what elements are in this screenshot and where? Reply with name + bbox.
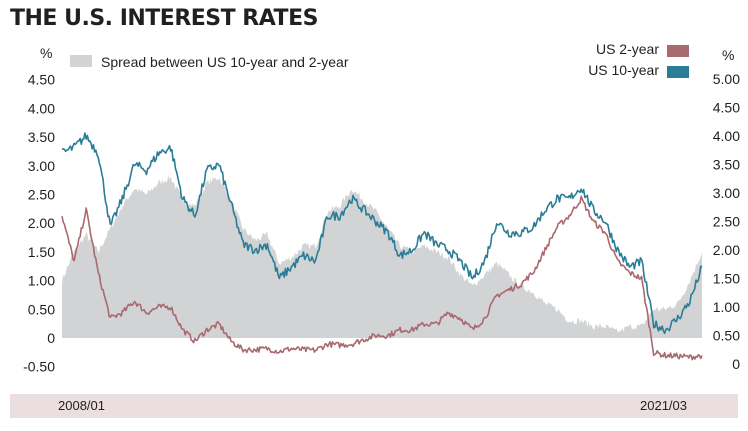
x-start-label: 2008/01 [58,398,105,413]
legend: Spread between US 10-year and 2-year US … [70,41,689,78]
left-tick-label: 2.50 [28,187,55,203]
x-end-label: 2021/03 [640,398,687,413]
right-tick-label: 4.00 [713,128,740,144]
series-area-spread [62,175,702,338]
left-tick-label: 1.00 [28,273,55,289]
left-axis-unit: % [40,45,52,61]
legend-swatch-us10y [667,66,689,78]
right-tick-label: 3.00 [713,185,740,201]
series-line-us2y [61,195,703,361]
legend-swatch-spread [70,55,92,67]
left-tick-label: 4.00 [28,100,55,116]
left-tick-label: 2.00 [28,215,55,231]
legend-swatch-us2y [667,45,689,57]
x-axis-footer-band [10,394,738,418]
right-tick-label: 1.00 [713,299,740,315]
left-tick-label: 0 [47,330,55,346]
right-axis-unit: % [722,47,734,63]
spread-area-layer [62,175,702,338]
right-tick-label: 1.50 [713,271,740,287]
page-title: THE U.S. INTEREST RATES [10,6,318,31]
right-tick-label: 5.00 [713,71,740,87]
right-tick-label: 2.00 [713,242,740,258]
left-tick-label: -0.50 [23,359,55,375]
right-tick-label: 3.50 [713,157,740,173]
left-tick-label: 1.50 [28,244,55,260]
legend-label-spread: Spread between US 10-year and 2-year [101,54,349,70]
series-line-us10y [62,132,703,335]
right-tick-label: 2.50 [713,214,740,230]
legend-label-us2y: US 2-year [596,41,659,57]
chart-axes: % % 4.50 4.00 3.50 3.00 2.50 2.00 1.50 1.00 0.50 0 -… [23,45,740,375]
legend-label-us10y: US 10-year [588,62,659,78]
left-tick-label: 3.00 [28,158,55,174]
left-tick-label: 4.50 [28,72,55,88]
right-tick-label: 0 [732,356,740,372]
right-tick-label: 4.50 [713,100,740,116]
left-tick-label: 3.50 [28,129,55,145]
right-tick-label: 0.50 [713,328,740,344]
left-tick-label: 0.50 [28,301,55,317]
lines-layer [61,132,703,361]
